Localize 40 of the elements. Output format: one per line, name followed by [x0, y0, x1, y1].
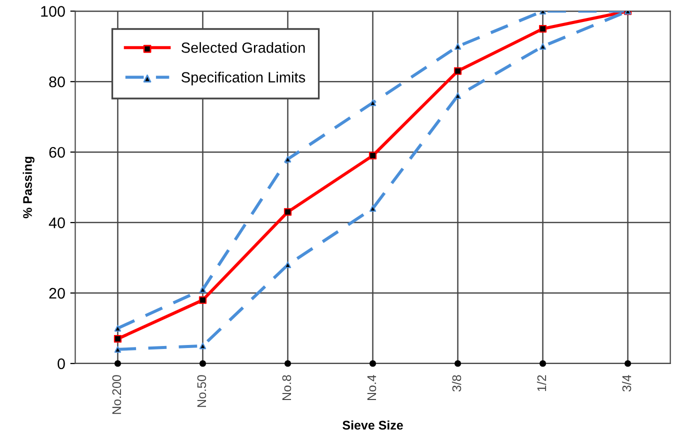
y-axis-title: % Passing [22, 156, 34, 218]
x-tick-label: 3/4 [622, 374, 632, 392]
point [539, 43, 546, 50]
y-tick-label: 0 [58, 358, 65, 370]
point [199, 342, 206, 350]
point [538, 24, 547, 33]
y-tick-label: 20 [49, 288, 65, 299]
x-axis-title: Sieve Size [342, 420, 403, 430]
x-tick-label: 3/8 [452, 375, 462, 392]
x-tick-label: No.4 [367, 374, 376, 400]
y-tick-label: 80 [49, 76, 65, 88]
legend-label: Selected Gradation [181, 42, 305, 53]
point [454, 92, 462, 100]
point [198, 296, 207, 304]
y-tick-label: 100 [41, 6, 65, 17]
point [624, 360, 632, 367]
point [454, 360, 462, 367]
point [114, 360, 122, 367]
y-tick-label: 40 [48, 217, 65, 228]
x-tick-label: No.8 [282, 375, 292, 400]
x-tick-label: 1/2 [536, 375, 546, 392]
point [369, 99, 376, 106]
point [199, 360, 206, 367]
point [284, 156, 292, 162]
point [114, 335, 122, 343]
point [454, 43, 462, 50]
legend-label: Specification Limits [181, 72, 306, 86]
point [540, 360, 546, 367]
y-tick-label: 60 [49, 146, 65, 158]
point [454, 67, 462, 75]
point [114, 324, 122, 332]
point [368, 152, 377, 160]
x-tick-label: No.50 [197, 375, 206, 407]
x-tick-label: No.200 [112, 375, 122, 414]
point [199, 286, 206, 293]
point [114, 346, 122, 353]
point [284, 208, 292, 216]
point [369, 360, 376, 367]
point [369, 205, 376, 212]
point [284, 360, 292, 367]
